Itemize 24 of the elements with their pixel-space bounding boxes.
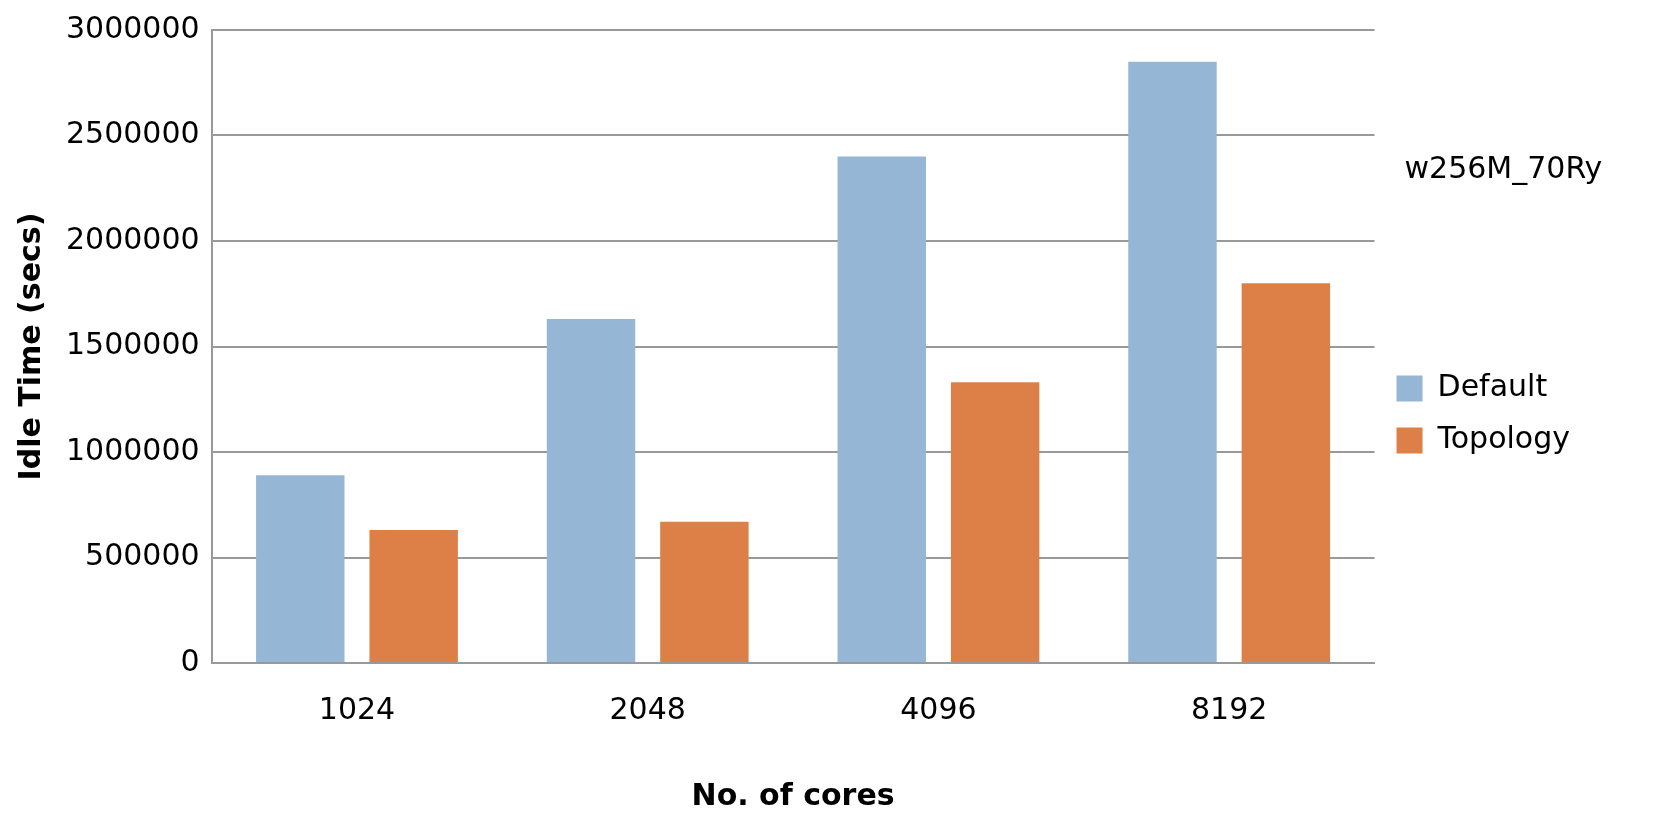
text: w256M_70Ry [1404, 149, 1603, 185]
x-tick-label: 8192 [1190, 690, 1268, 726]
y-tick-label: 500000 [85, 537, 200, 573]
y-tick-label: 2500000 [66, 115, 200, 151]
legend-label: Default [1437, 368, 1548, 404]
y-tick-label: 2000000 [66, 220, 200, 256]
x-tick-label: 2048 [609, 690, 686, 726]
y-tick-label: 0 [180, 642, 200, 678]
y-tick-label: 1000000 [66, 431, 200, 467]
x-tick-label: 4096 [900, 690, 977, 726]
bar [950, 382, 1040, 662]
bar [369, 530, 458, 662]
y-tick-label: 1500000 [66, 326, 200, 362]
y-axis-title: Idle Time (secs) [11, 212, 47, 481]
bar [837, 156, 926, 662]
bar [256, 475, 345, 662]
bar [1241, 283, 1331, 662]
bar [1128, 61, 1217, 662]
y-tick-label: 3000000 [66, 9, 200, 45]
bar [546, 319, 636, 662]
bar [660, 521, 749, 662]
x-axis-title: No. of cores [691, 776, 895, 812]
x-tick-label: 1024 [318, 690, 396, 726]
legend-label: Topology [1436, 420, 1570, 456]
